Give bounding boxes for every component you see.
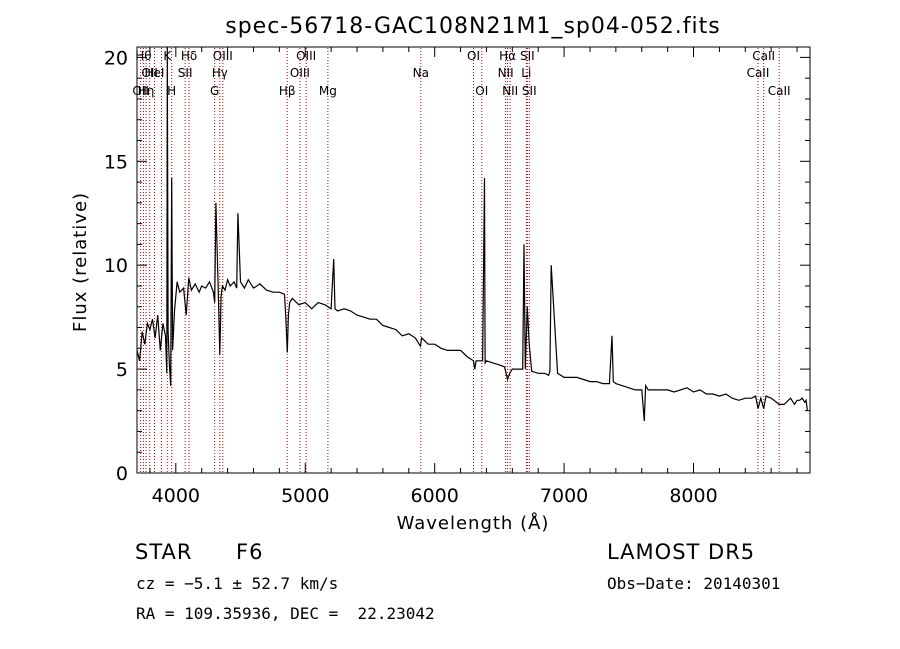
line-marker-label: HeI (144, 66, 164, 80)
line-marker-label: SII (520, 49, 535, 63)
object-class: STAR (135, 540, 193, 564)
plot-frame (136, 46, 811, 474)
line-marker-label: OII (141, 66, 158, 80)
x-axis-ticks: 4000 5000 6000 7000 8000 (149, 47, 798, 507)
line-marker-label: Hα (499, 49, 516, 63)
y-tick-label: 20 (104, 47, 128, 69)
line-marker-label: SII (522, 84, 537, 98)
line-marker-label: OIII (290, 66, 310, 80)
x-tick-label: 6000 (410, 485, 458, 507)
line-marker-label: H (167, 84, 176, 98)
y-axis-label: Flux (relative) (70, 192, 91, 332)
line-marker-label: Hγ (212, 66, 228, 80)
line-marker-label: Hβ (279, 84, 296, 98)
survey-name: LAMOST DR5 (607, 540, 756, 564)
line-marker-label: OIII (213, 49, 233, 63)
y-axis-ticks: 0 5 10 15 20 (104, 47, 810, 485)
line-marker-label: NII (502, 84, 518, 98)
line-marker-label: Na (413, 66, 429, 80)
y-tick-label: 10 (104, 255, 128, 277)
line-marker-label: Hη (138, 84, 155, 98)
ra-dec: RA = 109.35936, DEC = 22.23042 (136, 604, 435, 623)
line-marker-label: SII (178, 66, 193, 80)
line-marker-label: Li (521, 66, 531, 80)
line-marker-label: Hθ (135, 49, 151, 63)
line-marker-label: CaII (768, 84, 791, 98)
x-tick-label: 8000 (669, 485, 717, 507)
line-marker-label: G (210, 84, 219, 98)
y-tick-label: 15 (104, 151, 128, 173)
x-tick-label: 7000 (540, 485, 588, 507)
object-subclass: F6 (236, 540, 264, 564)
line-marker-label: CaII (752, 49, 775, 63)
line-marker-label: Hδ (181, 49, 197, 63)
line-marker-labels: OIIHθHηOIIHeIKHSIIHδGHγOIIIHβOIIIOIIIMgN… (132, 49, 790, 98)
y-tick-label: 5 (116, 359, 128, 381)
x-tick-label: 5000 (281, 485, 329, 507)
line-markers (140, 48, 780, 472)
chart-title: spec-56718-GAC108N21M1_sp04-052.fits (225, 14, 721, 39)
x-tick-label: 4000 (152, 485, 200, 507)
line-marker-label: Mg (319, 84, 337, 98)
spectrum-line (136, 46, 808, 422)
x-axis-label: Wavelength (Å) (397, 512, 550, 534)
redshift-cz: cz = −5.1 ± 52.7 km/s (136, 574, 339, 593)
line-marker-label: CaII (747, 66, 770, 80)
line-marker-label: OII (132, 84, 149, 98)
line-marker-label: NII (498, 66, 514, 80)
obs-date: Obs−Date: 20140301 (607, 574, 781, 593)
line-marker-label: OI (467, 49, 480, 63)
y-tick-label: 0 (116, 463, 128, 485)
line-marker-label: OI (475, 84, 488, 98)
line-marker-label: OIII (296, 49, 316, 63)
